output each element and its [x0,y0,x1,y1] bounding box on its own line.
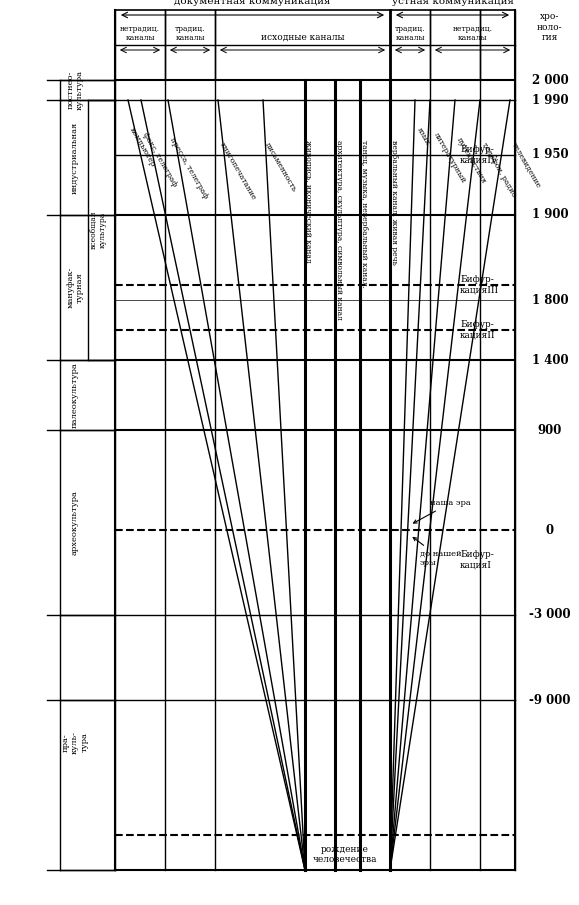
Text: нетрадиц.
каналы: нетрадиц. каналы [453,24,493,42]
Text: Бифур-
кацияIII: Бифур- кацияIII [460,275,499,295]
Text: 2 000: 2 000 [532,73,569,87]
Text: телевидение: телевидение [510,141,543,189]
Text: танец, музыка, невербальный канал.: танец, музыка, невербальный канал. [360,140,368,288]
Text: 1 400: 1 400 [532,354,569,367]
Text: литературный: литературный [432,131,468,185]
Text: всеобщая
культура: всеобщая культура [89,211,107,249]
Text: устная коммуникация: устная коммуникация [391,0,514,6]
Text: 1 990: 1 990 [532,93,569,107]
Text: факс, телеграф: факс, телеграф [141,131,178,188]
Text: до нашей
эры: до нашей эры [413,538,461,567]
Text: путешествия: путешествия [455,136,488,186]
Text: язык: язык [415,126,432,147]
Text: мануфак-
турная: мануфак- турная [67,267,83,309]
Text: традиц.
каналы: традиц. каналы [395,24,425,42]
Text: книгопечатание: книгопечатание [218,141,258,202]
Text: -9 000: -9 000 [529,693,571,707]
Text: хро-
ноло-
гия: хро- ноло- гия [537,12,563,42]
Text: архитектура, скульптура, символьный канал: архитектура, скульптура, символьный кана… [335,140,343,319]
Text: 1 950: 1 950 [532,148,569,161]
Text: Бифур-
кацияI: Бифур- кацияI [460,550,494,570]
Text: Бифур-
кацияIV: Бифур- кацияIV [460,146,499,165]
Text: письменность: письменность [263,141,298,194]
Text: археокультура: археокультура [71,491,79,555]
Text: живопись, иконический канал: живопись, иконический канал [305,140,313,262]
Text: 1 900: 1 900 [532,208,569,222]
Text: пресса, телеграф: пресса, телеграф [168,136,210,200]
Text: индустриальная: индустриальная [71,121,79,194]
Text: постнео-
культура: постнео- культура [67,70,83,110]
Text: документная коммуникация: документная коммуникация [174,0,331,6]
Text: -3 000: -3 000 [529,608,571,622]
Text: вербальный канал, живая речь: вербальный канал, живая речь [390,140,398,265]
Text: традиц.
каналы: традиц. каналы [175,24,205,42]
Text: 1 800: 1 800 [532,293,569,307]
Text: рождение
человечества: рождение человечества [313,845,378,864]
Text: палеокультура: палеокультура [71,362,79,428]
Text: пра-
куль-
тура: пра- куль- тура [62,731,88,754]
Text: 900: 900 [538,424,562,436]
Text: наша эра: наша эра [413,499,471,523]
Text: нетрадиц.
каналы: нетрадиц. каналы [120,24,160,42]
Text: Бифур-
кацияII: Бифур- кацияII [460,320,496,339]
Text: 0: 0 [546,523,554,537]
Text: исходные каналы: исходные каналы [261,33,345,42]
Text: телефон, радио: телефон, радио [480,141,518,198]
Text: компьютер: компьютер [128,126,157,168]
